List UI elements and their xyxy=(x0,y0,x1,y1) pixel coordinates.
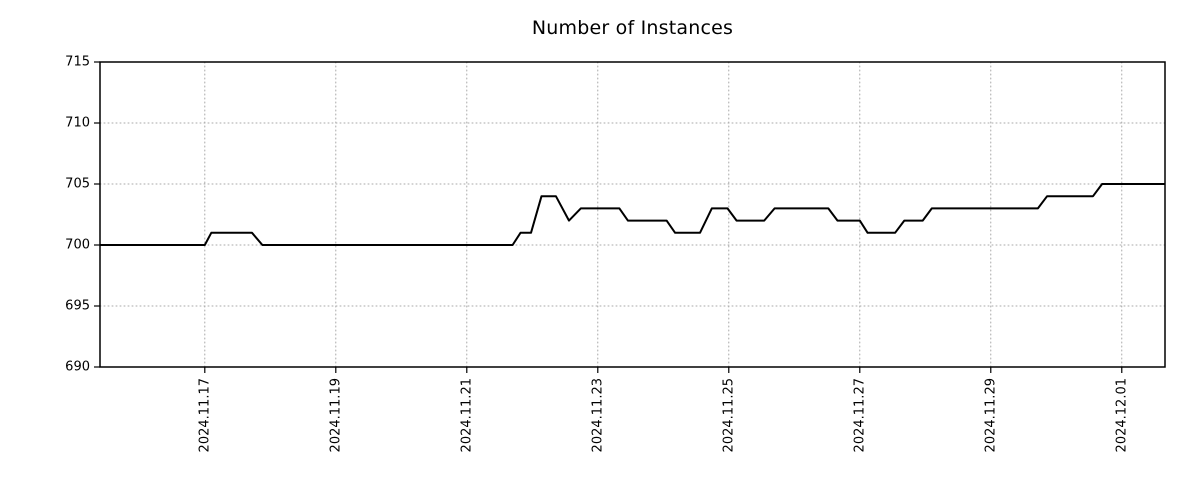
series-line xyxy=(100,183,1165,246)
plot-frame xyxy=(99,61,1166,368)
x-tick-label: 2024.11.23 xyxy=(590,378,605,452)
x-tick-label: 2024.11.17 xyxy=(197,378,212,452)
x-tick-label: 2024.12.01 xyxy=(1114,378,1129,452)
y-tick-label: 695 xyxy=(65,299,90,314)
y-tick-label: 705 xyxy=(65,177,90,192)
y-tick-label: 700 xyxy=(65,238,90,253)
chart-title: Number of Instances xyxy=(531,17,734,39)
x-tick-label: 2024.11.21 xyxy=(459,378,474,452)
x-tick-label: 2024.11.27 xyxy=(852,378,867,452)
x-tick-label: 2024.11.29 xyxy=(983,378,998,452)
y-tick-label: 690 xyxy=(65,360,90,375)
y-tick-label: 710 xyxy=(65,116,90,131)
x-tick-label: 2024.11.25 xyxy=(721,378,736,452)
x-tick-label: 2024.11.19 xyxy=(328,378,343,452)
y-tick-label: 715 xyxy=(65,55,90,70)
